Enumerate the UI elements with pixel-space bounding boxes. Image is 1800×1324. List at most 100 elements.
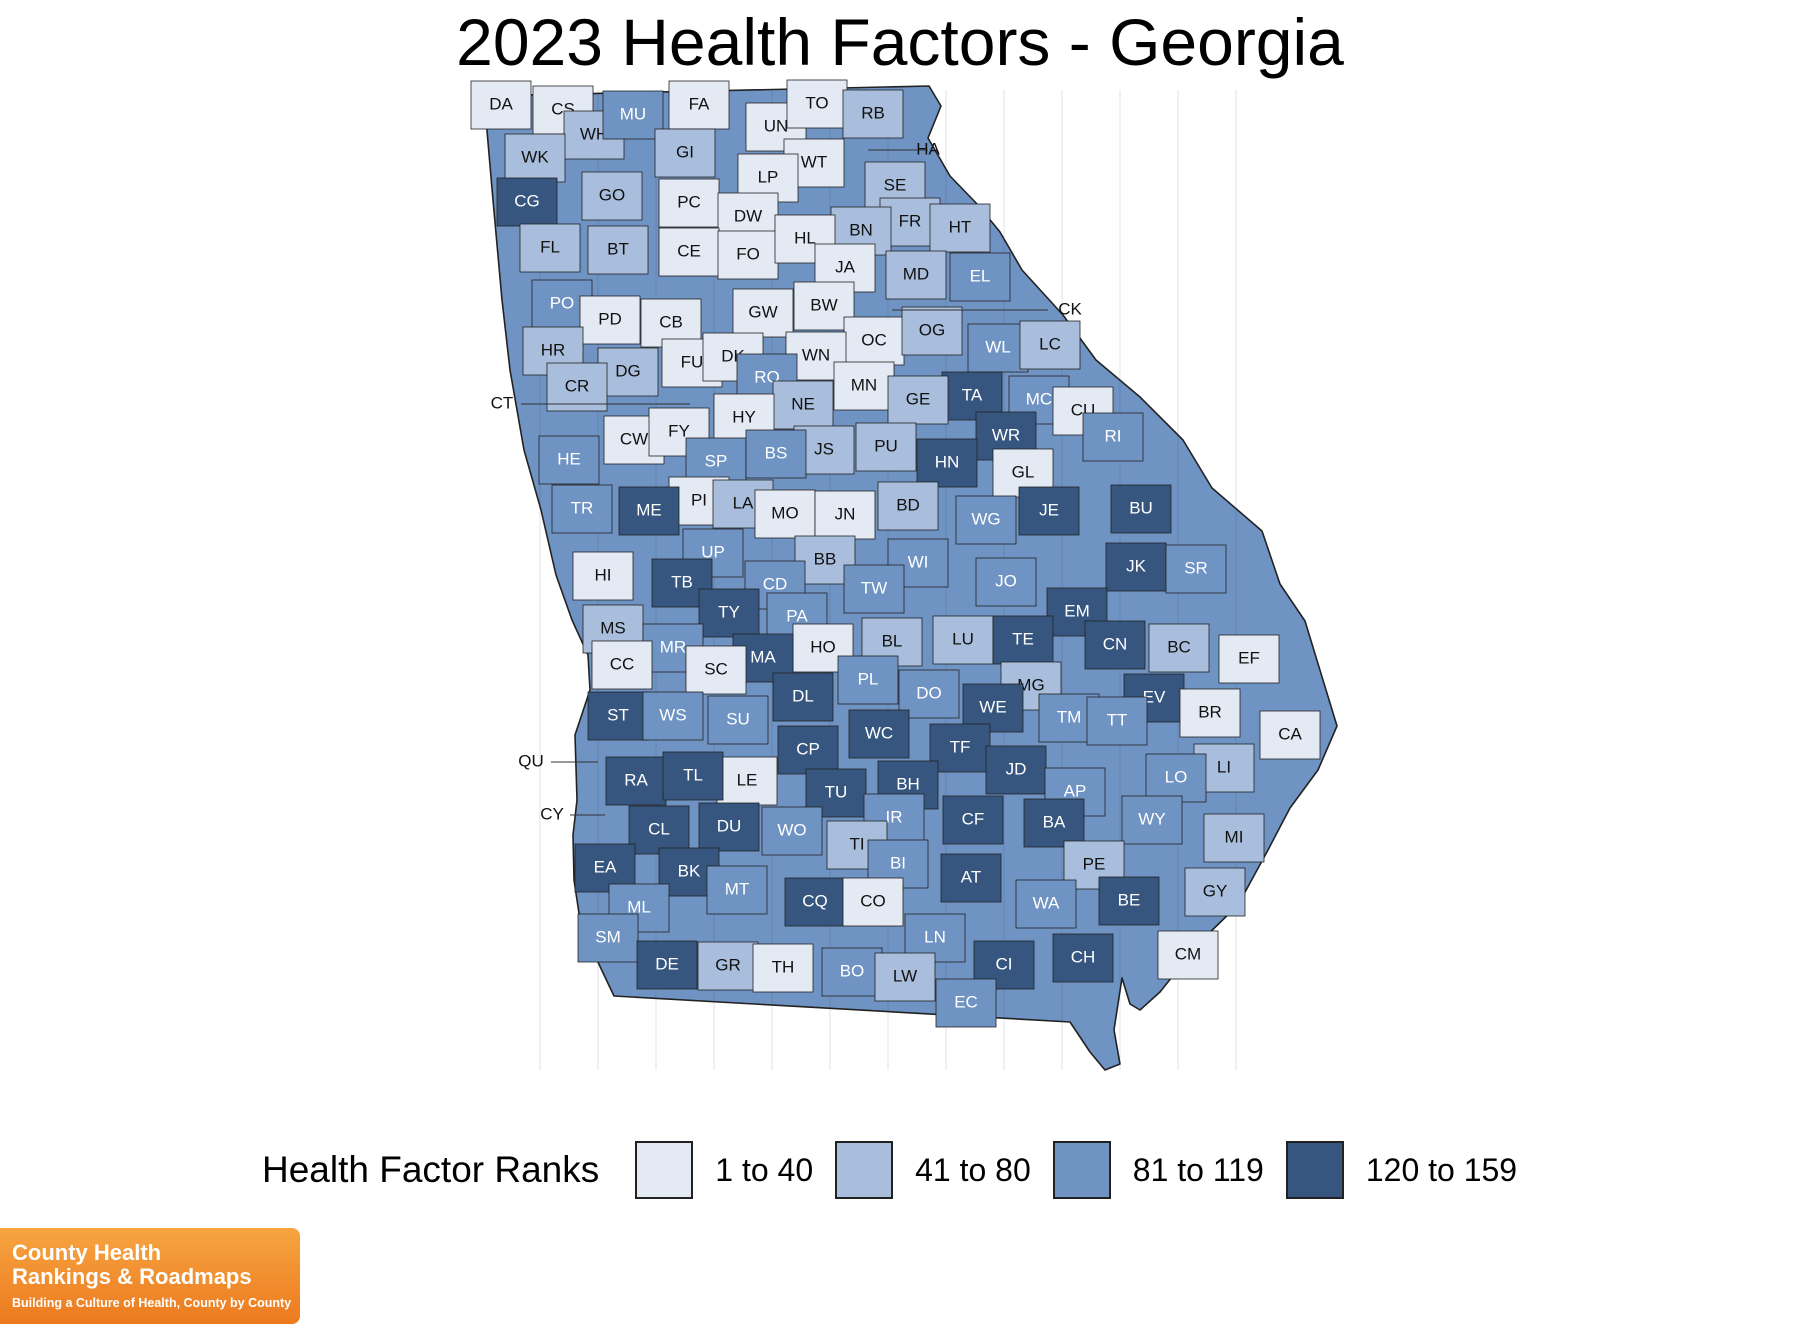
county-ct-label: CT — [491, 393, 514, 412]
county-go-area — [581, 171, 643, 221]
county-ws-label: WS — [659, 705, 686, 724]
county-gl-label: GL — [1012, 462, 1035, 481]
county-cd-label: CD — [763, 574, 788, 593]
county-to-area — [786, 79, 848, 129]
county-br-area — [1179, 688, 1241, 738]
county-wa-area — [1015, 879, 1077, 929]
county-bo-area — [821, 947, 883, 997]
county-gy-label: GY — [1203, 881, 1228, 900]
map-title: 2023 Health Factors - Georgia — [456, 5, 1344, 79]
county-th-label: TH — [772, 957, 795, 976]
county-mg-label: MG — [1017, 675, 1044, 694]
county-bu-area — [1110, 484, 1172, 534]
county-mr-label: MR — [660, 637, 686, 656]
county-ty-area — [698, 588, 760, 638]
county-mc-label: MC — [1026, 389, 1052, 408]
county-tf-area — [929, 723, 991, 773]
county-tb-label: TB — [671, 572, 693, 591]
county-jo-area — [975, 557, 1037, 607]
county-cg-label: CG — [514, 191, 540, 210]
county-wy-label: WY — [1138, 809, 1165, 828]
county-sc-label: SC — [704, 659, 728, 678]
county-fu-label: FU — [681, 352, 704, 371]
county-cg-area — [496, 177, 558, 227]
county-jk-area — [1105, 542, 1167, 592]
county-th-area — [752, 943, 814, 993]
county-ra-area — [605, 756, 667, 806]
county-cy-label: CY — [540, 804, 564, 823]
county-rb-area — [842, 89, 904, 139]
county-gw-area — [732, 288, 794, 338]
county-mo-area — [754, 489, 816, 539]
county-de-label: DE — [655, 954, 679, 973]
county-lc-label: LC — [1039, 334, 1061, 353]
county-dg-label: DG — [615, 361, 641, 380]
county-ap-label: AP — [1064, 781, 1087, 800]
county-qu-label: QU — [518, 751, 544, 770]
county-ir-label: IR — [886, 807, 903, 826]
county-be-area — [1098, 876, 1160, 926]
county-ty-label: TY — [718, 602, 740, 621]
county-da-label: DA — [489, 94, 513, 113]
county-tl-area — [662, 751, 724, 801]
county-lu-area — [932, 615, 994, 665]
county-fr-label: FR — [899, 211, 922, 230]
county-bc-label: BC — [1167, 637, 1191, 656]
county-mo-label: MO — [771, 503, 798, 522]
county-wt-label: WT — [801, 152, 827, 171]
county-ht-label: HT — [949, 217, 972, 236]
county-cl-area — [628, 805, 690, 855]
county-jo-label: JO — [995, 571, 1017, 590]
county-ec-label: EC — [954, 992, 978, 1011]
county-dl-label: DL — [792, 686, 814, 705]
county-rb-label: RB — [861, 103, 885, 122]
county-cq-label: CQ — [802, 891, 828, 910]
county-cp-label: CP — [796, 739, 820, 758]
legend-swatch-2 — [835, 1141, 894, 1199]
county-ti-label: TI — [849, 834, 864, 853]
county-ml-label: ML — [627, 897, 651, 916]
legend-title: Health Factor Ranks — [262, 1149, 600, 1190]
county-wl-area — [967, 323, 1029, 373]
county-up-label: UP — [701, 542, 725, 561]
chrr-logo: County Health Rankings & Roadmaps Buildi… — [0, 1228, 300, 1324]
county-ch-area — [1052, 933, 1114, 983]
county-cn-area — [1084, 620, 1146, 670]
county-pl-area — [837, 655, 899, 705]
county-cb-label: CB — [659, 312, 683, 331]
county-ge-label: GE — [906, 389, 931, 408]
county-tf-label: TF — [950, 737, 971, 756]
county-ev-label: EV — [1143, 687, 1166, 706]
county-mu-area — [602, 90, 664, 140]
county-wn-label: WN — [802, 345, 830, 364]
county-jn-label: JN — [835, 504, 856, 523]
county-mi-label: MI — [1225, 827, 1244, 846]
county-fo-label: FO — [736, 244, 760, 263]
county-hi-area — [572, 551, 634, 601]
legend-label-4: 120 to 159 — [1365, 1151, 1518, 1188]
county-pe-label: PE — [1083, 854, 1106, 873]
county-jn-area — [814, 490, 876, 540]
county-ci-label: CI — [996, 954, 1013, 973]
county-bu-label: BU — [1129, 498, 1153, 517]
county-pu-area — [855, 422, 917, 472]
county-fy-label: FY — [668, 421, 690, 440]
county-cm-label: CM — [1175, 944, 1201, 963]
county-ln-label: LN — [924, 927, 946, 946]
county-da-area — [470, 80, 532, 130]
county-ma-label: MA — [750, 647, 776, 666]
county-bw-label: BW — [810, 295, 837, 314]
county-lc-area — [1019, 320, 1081, 370]
county-bt-label: BT — [607, 239, 629, 258]
legend-swatch-4 — [1285, 1141, 1344, 1199]
county-pu-label: PU — [874, 436, 898, 455]
county-bl-label: BL — [882, 631, 903, 650]
county-wi-label: WI — [908, 552, 929, 571]
county-cn-label: CN — [1103, 634, 1128, 653]
county-wa-label: WA — [1033, 893, 1060, 912]
county-js-label: JS — [814, 439, 834, 458]
county-sc-area — [685, 645, 747, 695]
county-wr-label: WR — [992, 425, 1020, 444]
county-ri-label: RI — [1105, 426, 1122, 445]
